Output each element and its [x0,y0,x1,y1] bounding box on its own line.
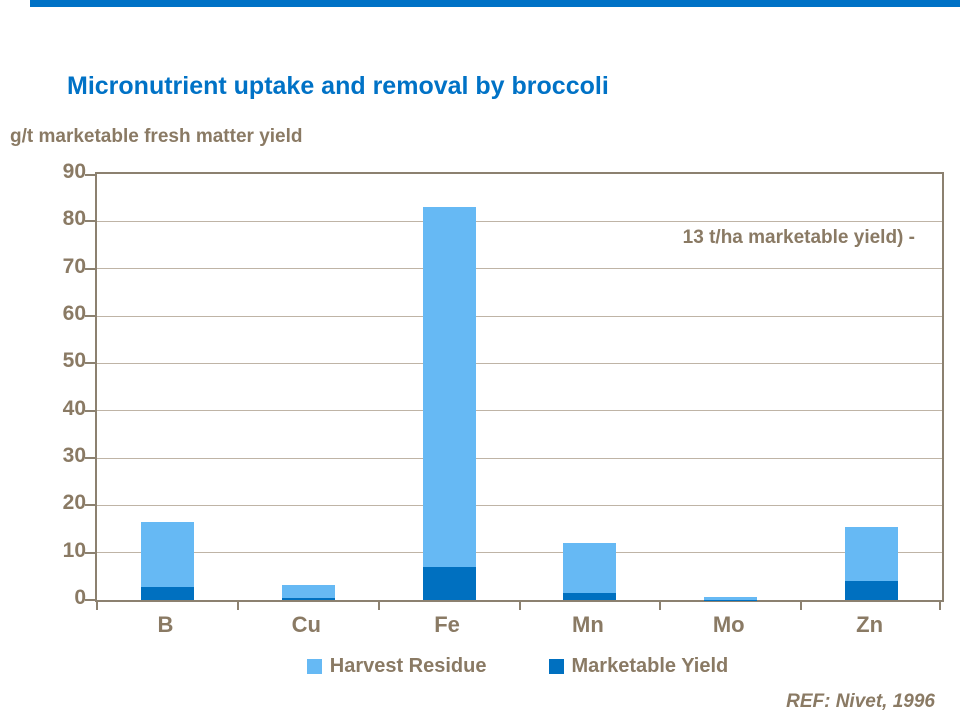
bar-segment-harvest-residue [845,526,899,582]
gridline [97,457,942,459]
legend-label: Marketable Yield [571,655,729,677]
y-axis-labels: 0 10 20 30 40 50 60 70 80 90 [30,161,86,609]
x-axis-category-label: Fe [434,612,460,637]
gridline [97,315,942,317]
bar-segment-harvest-residue [704,597,758,600]
y-axis-tick-label: 10 [62,538,86,562]
gridline [97,552,942,554]
bar-segment-harvest-residue [140,521,194,588]
legend-label: Harvest Residue [329,655,487,677]
y-axis-tick-label: 20 [62,491,86,515]
y-axis-tick-label: 90 [62,160,86,183]
x-axis-category-label: B [157,612,174,637]
y-axis-tick-label: 0 [74,586,86,609]
y-axis-tick [85,504,95,507]
y-axis-tick-label: 60 [62,302,86,325]
bar-segment-harvest-residue [563,543,617,594]
y-axis-tick [85,220,95,223]
chart-legend: Harvest Residue Marketable Yield [95,655,940,678]
bar-segment-marketable-yield [281,597,335,600]
y-axis-tick-label: 50 [62,349,86,373]
x-axis-category-label: Cu [291,612,321,637]
x-axis-labels: B Cu Fe Mn Mo Zn [95,612,940,642]
x-axis-tick [800,602,803,610]
gridline [97,268,942,270]
legend-swatch-marketable-yield [548,659,564,674]
bar-segment-harvest-residue [281,585,335,598]
gridline [97,362,942,364]
bar-segment-harvest-residue [422,207,476,567]
y-axis-tick-label: 40 [62,396,86,420]
bar-group-Zn [845,174,899,600]
x-axis-tick [939,602,941,610]
reference-text: REF: Nivet, 1996 [786,691,935,712]
y-axis-tick [85,315,95,317]
y-axis-tick [85,551,95,554]
y-axis-tick [85,174,95,176]
chart-annotation: 13 t/ha marketable yield) - [682,227,915,248]
gridline [97,220,942,222]
x-axis-tick [659,602,662,610]
legend-item: Harvest Residue [306,655,487,678]
y-axis-tick [85,362,95,365]
gridline [97,504,942,506]
x-axis-category-label: Zn [856,612,884,637]
bar-group-Mo [704,174,758,600]
x-axis-tick [377,602,380,610]
bar-group-Fe [422,174,476,600]
bar-segment-marketable-yield [845,581,899,600]
bar-segment-marketable-yield [422,566,476,600]
bar-group-B [140,174,194,600]
legend-swatch-harvest-residue [306,659,322,674]
y-axis-tick [85,409,95,412]
bar-segment-marketable-yield [563,593,617,600]
bar-group-Cu [281,174,335,600]
x-axis-tick [96,602,98,610]
y-axis-tick-label: 80 [62,207,86,231]
top-accent-bar [30,0,960,7]
bar-segment-marketable-yield [140,587,194,600]
y-axis-tick [85,267,95,270]
legend-item: Marketable Yield [548,655,729,678]
x-axis-tick [518,602,521,610]
y-axis-tick-label: 70 [62,254,86,278]
gridline [97,410,942,412]
chart-plot-area [85,172,944,610]
x-axis-category-label: Mn [572,612,604,637]
y-axis-tick [85,457,95,459]
y-axis-tick-label: 30 [62,444,86,467]
x-axis-category-label: Mo [712,612,745,637]
y-axis-title: g/t marketable fresh matter yield [10,126,303,147]
page-title: Micronutrient uptake and removal by broc… [67,72,609,100]
x-axis-tick [236,602,239,610]
y-axis-tick [85,599,95,601]
bar-group-Mn [563,174,617,600]
